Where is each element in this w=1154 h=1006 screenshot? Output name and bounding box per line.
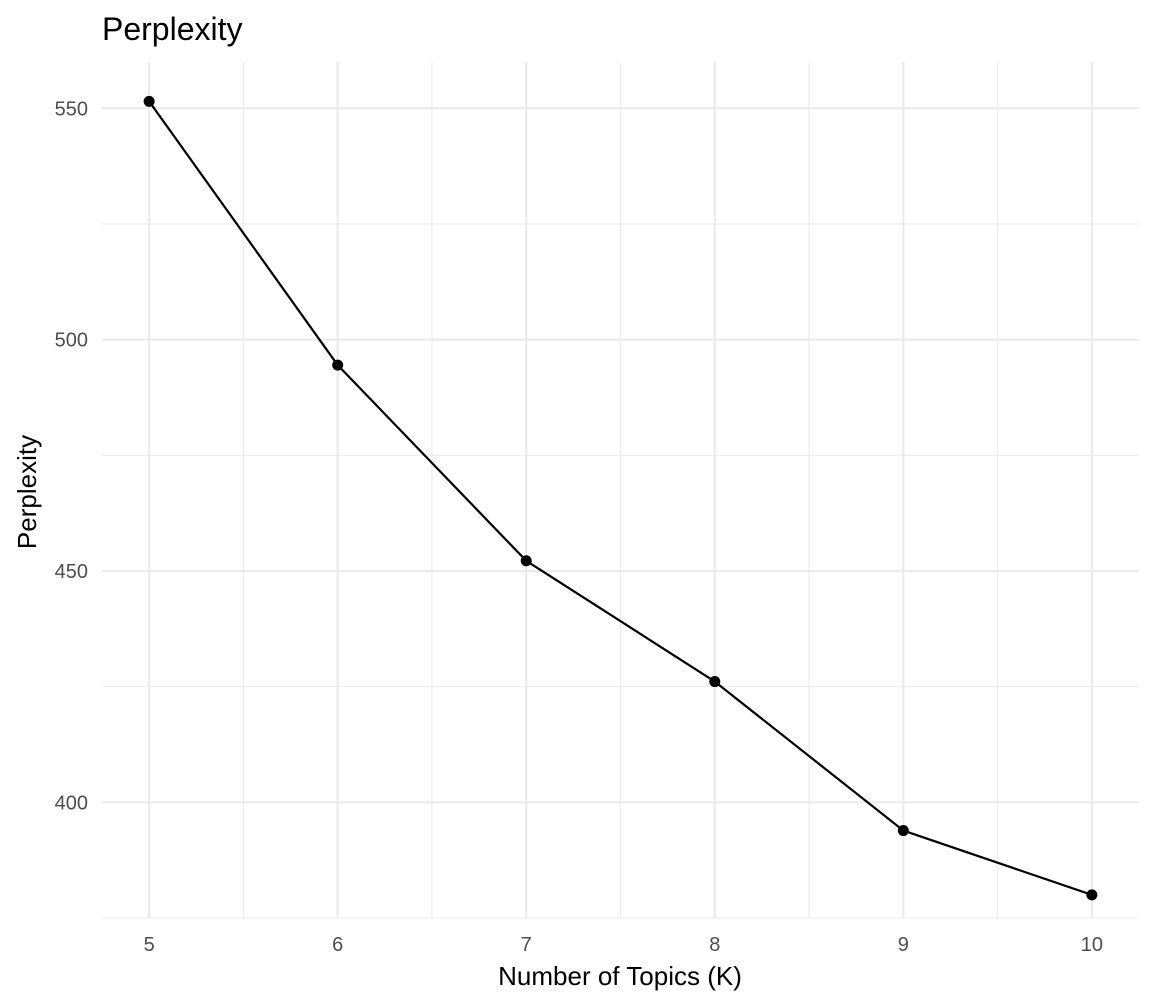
x-tick-label: 9: [898, 934, 909, 956]
data-point: [521, 555, 532, 566]
y-tick-label: 550: [55, 98, 88, 120]
y-axis-title: Perplexity: [12, 435, 42, 549]
grid: [102, 62, 1139, 918]
chart-title: Perplexity: [102, 11, 243, 47]
y-tick-label: 400: [55, 792, 88, 814]
data-point: [709, 676, 720, 687]
y-tick-label: 500: [55, 330, 88, 352]
data-point: [332, 360, 343, 371]
x-tick-label: 7: [521, 934, 532, 956]
x-tick-label: 5: [144, 934, 155, 956]
x-axis-ticks: 5 6 7 8 9 10: [144, 934, 1103, 956]
data-point: [898, 825, 909, 836]
x-axis-title: Number of Topics (K): [498, 961, 742, 991]
x-tick-label: 6: [332, 934, 343, 956]
x-tick-label: 8: [709, 934, 720, 956]
y-tick-label: 450: [55, 561, 88, 583]
data-point: [1086, 889, 1097, 900]
data-point: [144, 96, 155, 107]
y-axis-ticks: 400 450 500 550: [55, 98, 88, 814]
x-tick-label: 10: [1081, 934, 1103, 956]
